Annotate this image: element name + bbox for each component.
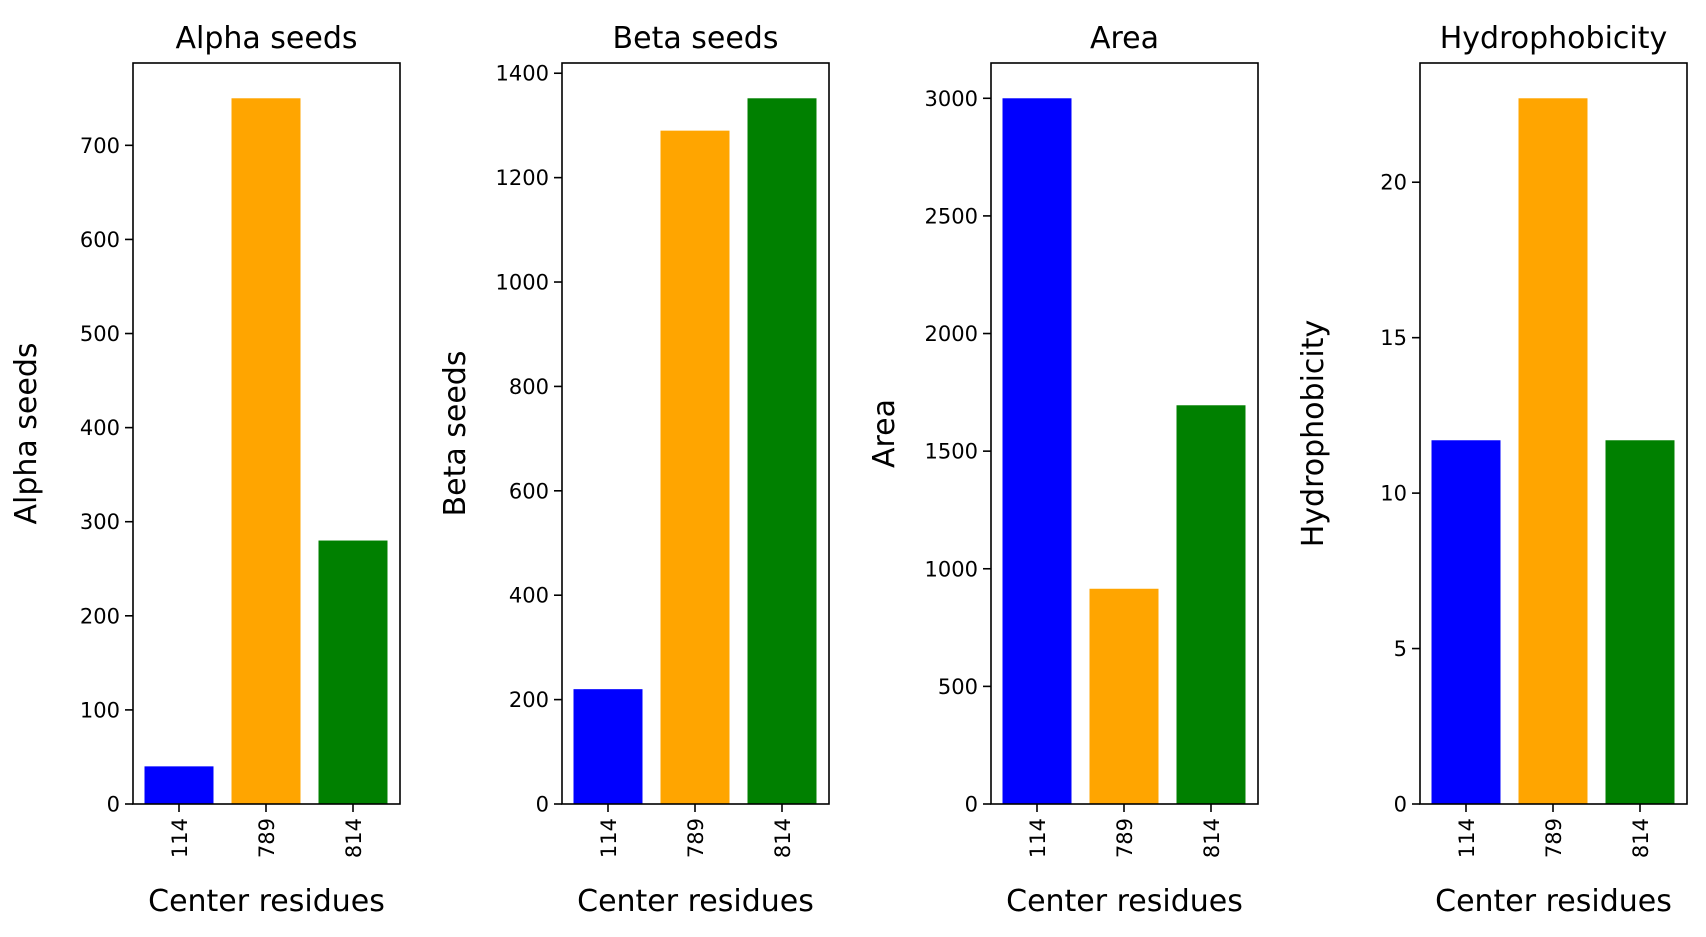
y-tick-label: 500 [938, 675, 978, 699]
panel-alpha-seeds: Alpha seeds Alpha seeds Center residues … [9, 21, 401, 919]
x-ticks: 114 789 814 [597, 804, 795, 858]
y-axis-label: Alpha seeds [9, 342, 44, 524]
x-tick-label: 789 [1542, 818, 1566, 858]
y-ticks: 0 200 400 600 800 1000 1200 1400 [496, 62, 562, 817]
x-tick-label: 789 [1113, 818, 1137, 858]
y-tick-label: 1000 [496, 271, 549, 295]
axes-frame [990, 62, 1259, 805]
x-tick-label: 114 [1026, 818, 1050, 858]
x-tick-label: 789 [684, 818, 708, 858]
x-axis-label: Center residues [1435, 884, 1672, 919]
y-tick-label: 300 [80, 510, 120, 534]
x-axis-label: Center residues [148, 884, 385, 919]
y-tick-label: 10 [1380, 482, 1407, 506]
bar-114 [144, 766, 214, 804]
x-tick-label: 814 [771, 818, 795, 858]
y-tick-label: 500 [80, 322, 120, 346]
bar-789 [231, 98, 301, 805]
bars [1431, 98, 1675, 805]
bar-114 [1431, 440, 1501, 804]
bars [144, 98, 388, 805]
bar-114 [573, 689, 643, 804]
bar-789 [1518, 98, 1588, 805]
panel-title: Area [1090, 21, 1159, 56]
x-tick-label: 114 [1455, 818, 1479, 858]
bar-114 [1002, 98, 1072, 805]
y-tick-label: 1500 [925, 440, 978, 464]
y-tick-label: 0 [965, 793, 978, 817]
x-ticks: 114 789 814 [1455, 804, 1653, 858]
y-tick-label: 200 [80, 604, 120, 628]
y-tick-label: 2500 [925, 204, 978, 228]
bar-789 [1089, 588, 1159, 804]
y-tick-label: 700 [80, 134, 120, 158]
y-tick-label: 0 [536, 793, 549, 817]
y-tick-label: 1000 [925, 557, 978, 581]
bar-814 [1176, 405, 1246, 804]
x-axis-label: Center residues [577, 884, 814, 919]
y-tick-label: 1400 [496, 62, 549, 86]
y-tick-label: 400 [80, 416, 120, 440]
panel-title: Alpha seeds [175, 21, 357, 56]
panel-title: Beta seeds [613, 21, 779, 56]
panel-title: Hydrophobicity [1440, 21, 1668, 56]
y-axis-label: Beta seeds [438, 351, 473, 517]
y-tick-label: 0 [107, 793, 120, 817]
y-tick-label: 400 [509, 584, 549, 608]
x-axis-label: Center residues [1006, 884, 1243, 919]
axes-frame [561, 62, 830, 805]
y-axis-label: Hydrophobicity [1296, 320, 1331, 548]
x-tick-label: 114 [597, 818, 621, 858]
y-ticks: 0 500 1000 1500 2000 2500 3000 [925, 87, 991, 817]
y-tick-label: 0 [1394, 793, 1407, 817]
x-ticks: 114 789 814 [1026, 804, 1224, 858]
x-ticks: 114 789 814 [168, 804, 366, 858]
axes-frame [1419, 62, 1688, 805]
y-axis-label: Area [867, 399, 902, 468]
panel-beta-seeds: Beta seeds Beta seeds Center residues 0 2… [438, 21, 830, 919]
x-tick-label: 789 [255, 818, 279, 858]
y-tick-label: 100 [80, 698, 120, 722]
y-tick-label: 1200 [496, 166, 549, 190]
y-tick-label: 20 [1380, 171, 1407, 195]
bar-814 [318, 540, 388, 804]
x-tick-label: 814 [342, 818, 366, 858]
bar-814 [747, 98, 817, 805]
y-tick-label: 15 [1380, 326, 1407, 350]
panel-hydrophobicity: Hydrophobicity Hydrophobicity Center res… [1296, 21, 1688, 919]
y-tick-label: 2000 [925, 322, 978, 346]
axes-frame [132, 62, 401, 805]
x-tick-label: 114 [168, 818, 192, 858]
bar-814 [1605, 440, 1675, 804]
y-tick-label: 800 [509, 375, 549, 399]
bar-789 [660, 130, 730, 805]
y-ticks: 0 100 200 300 400 500 600 700 [80, 134, 133, 817]
panel-area: Area Area Center residues 0 500 1000 1500 20… [867, 21, 1259, 919]
y-tick-label: 200 [509, 688, 549, 712]
y-ticks: 0 5 10 15 20 [1380, 171, 1420, 817]
bars [1002, 98, 1246, 805]
bars [573, 98, 817, 805]
y-tick-label: 3000 [925, 87, 978, 111]
x-tick-label: 814 [1629, 818, 1653, 858]
x-tick-label: 814 [1200, 818, 1224, 858]
y-tick-label: 600 [509, 479, 549, 503]
y-tick-label: 600 [80, 228, 120, 252]
y-tick-label: 5 [1394, 637, 1407, 661]
